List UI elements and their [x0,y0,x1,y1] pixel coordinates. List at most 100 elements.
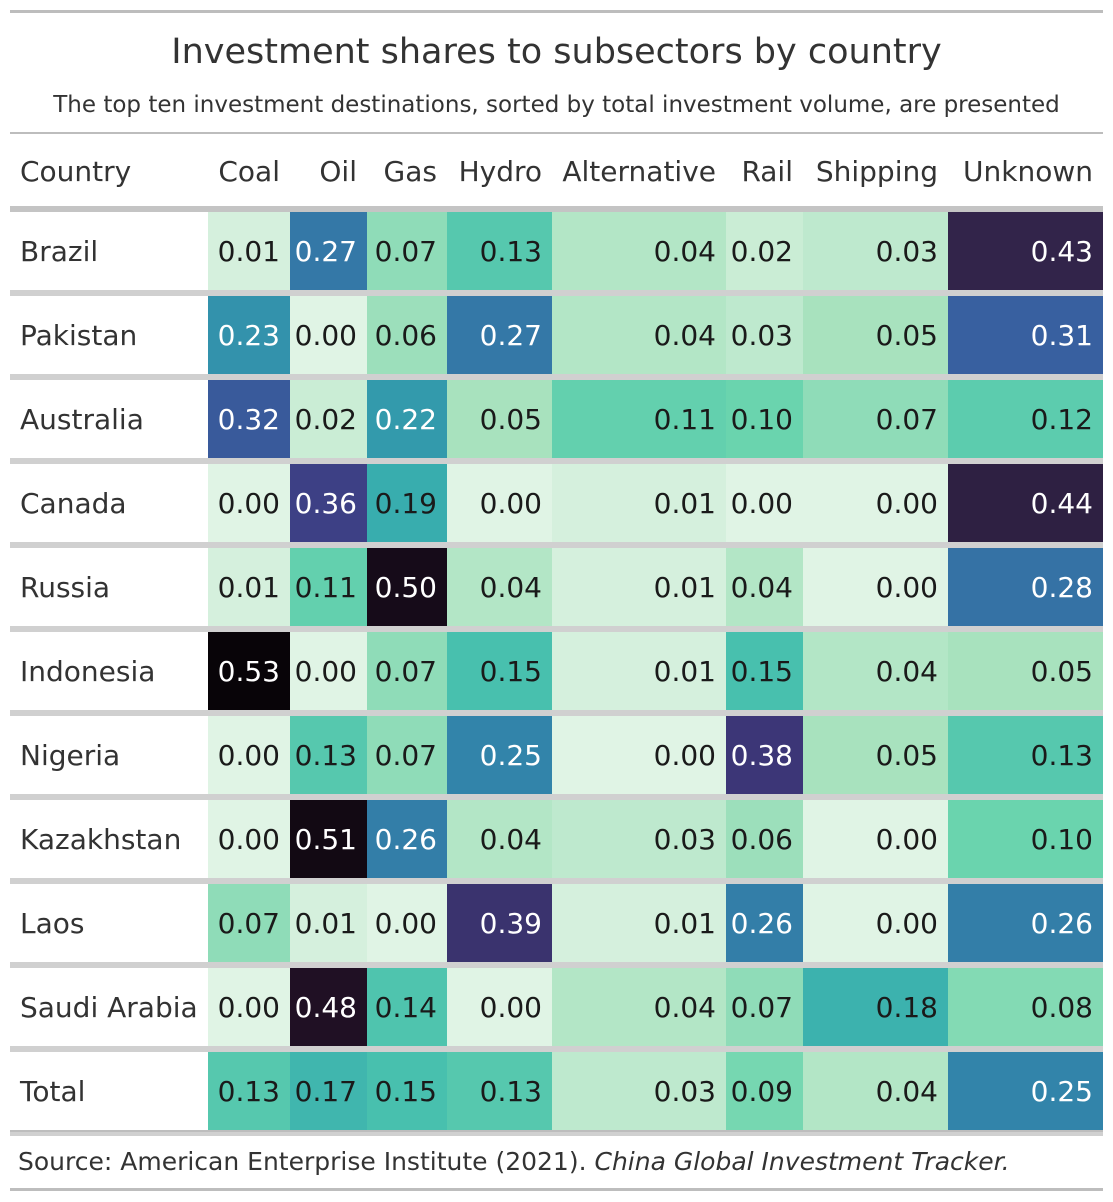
cell-saudi-arabia-hydro: 0.00 [447,968,552,1046]
row-canada: Canada 0.00 0.36 0.19 0.00 0.01 0.00 0.00 0.44 [10,464,1103,542]
cell-total-oil: 0.17 [290,1052,367,1130]
cell-australia-coal: 0.32 [208,380,290,458]
header-gas: Gas [383,154,437,188]
header-rail: Rail [741,154,793,188]
row-separator [10,1046,1103,1052]
cell-brazil-hydro: 0.13 [447,212,552,290]
row-brazil: Brazil 0.01 0.27 0.07 0.13 0.04 0.02 0.03 0.43 [10,212,1103,290]
cell-russia-shipping: 0.00 [803,548,948,626]
heatmap-body: Brazil 0.01 0.27 0.07 0.13 0.04 0.02 0.03 0.43 Pa… [10,206,1103,1136]
cell-indonesia-alternative: 0.01 [552,632,726,710]
cell-brazil-unknown: 0.43 [948,212,1103,290]
row-separator [10,878,1103,884]
cell-laos-coal: 0.07 [208,884,290,962]
row-separator [10,626,1103,632]
cell-russia-coal: 0.01 [208,548,290,626]
row-saudi-arabia: Saudi Arabia 0.00 0.48 0.14 0.00 0.04 0.07 0.18… [10,968,1103,1046]
header-alternative: Alternative [562,154,716,188]
cell-canada-hydro: 0.00 [447,464,552,542]
cell-indonesia-shipping: 0.04 [803,632,948,710]
cell-nigeria-gas: 0.07 [367,716,447,794]
cell-total-shipping: 0.04 [803,1052,948,1130]
cell-kazakhstan-unknown: 0.10 [948,800,1103,878]
row-separator-cell [10,794,1103,800]
cell-nigeria-unknown: 0.13 [948,716,1103,794]
cell-russia-gas: 0.50 [367,548,447,626]
country-label: Saudi Arabia [10,968,208,1046]
row-separator-cell [10,878,1103,884]
cell-brazil-rail: 0.02 [726,212,803,290]
row-separator [10,542,1103,548]
cell-kazakhstan-hydro: 0.04 [447,800,552,878]
cell-brazil-shipping: 0.03 [803,212,948,290]
cell-brazil-oil: 0.27 [290,212,367,290]
cell-saudi-arabia-oil: 0.48 [290,968,367,1046]
country-label: Brazil [10,212,208,290]
cell-russia-unknown: 0.28 [948,548,1103,626]
cell-laos-shipping: 0.00 [803,884,948,962]
cell-kazakhstan-shipping: 0.00 [803,800,948,878]
row-separator-cell [10,290,1103,296]
cell-kazakhstan-gas: 0.26 [367,800,447,878]
row-australia: Australia 0.32 0.02 0.22 0.05 0.11 0.10 0.07 0.1… [10,380,1103,458]
source-italic: China Global Investment Tracker. [594,1147,1010,1176]
row-russia: Russia 0.01 0.11 0.50 0.04 0.01 0.04 0.00 0.28 [10,548,1103,626]
row-indonesia: Indonesia 0.53 0.00 0.07 0.15 0.01 0.15 0.04 0.0… [10,632,1103,710]
cell-total-rail: 0.09 [726,1052,803,1130]
cell-canada-coal: 0.00 [208,464,290,542]
cell-nigeria-oil: 0.13 [290,716,367,794]
country-label: Australia [10,380,208,458]
row-separator-cell [10,1046,1103,1052]
cell-pakistan-coal: 0.23 [208,296,290,374]
row-separator-cell [10,626,1103,632]
row-separator [10,374,1103,380]
cell-saudi-arabia-alternative: 0.04 [552,968,726,1046]
cell-nigeria-rail: 0.38 [726,716,803,794]
top-rule [10,10,1103,13]
cell-nigeria-alternative: 0.00 [552,716,726,794]
row-nigeria: Nigeria 0.00 0.13 0.07 0.25 0.00 0.38 0.05 0.13 [10,716,1103,794]
row-separator-cell [10,1130,1103,1136]
row-separator [10,1130,1103,1136]
cell-pakistan-shipping: 0.05 [803,296,948,374]
cell-pakistan-hydro: 0.27 [447,296,552,374]
row-kazakhstan: Kazakhstan 0.00 0.51 0.26 0.04 0.03 0.06 0.00 0.… [10,800,1103,878]
row-separator [10,290,1103,296]
cell-nigeria-hydro: 0.25 [447,716,552,794]
cell-australia-gas: 0.22 [367,380,447,458]
cell-russia-alternative: 0.01 [552,548,726,626]
cell-pakistan-gas: 0.06 [367,296,447,374]
cell-saudi-arabia-unknown: 0.08 [948,968,1103,1046]
row-separator-cell [10,206,1103,212]
cell-australia-oil: 0.02 [290,380,367,458]
cell-brazil-gas: 0.07 [367,212,447,290]
cell-laos-alternative: 0.01 [552,884,726,962]
cell-canada-gas: 0.19 [367,464,447,542]
cell-total-coal: 0.13 [208,1052,290,1130]
cell-saudi-arabia-rail: 0.07 [726,968,803,1046]
header-rule [10,132,1103,134]
cell-indonesia-hydro: 0.15 [447,632,552,710]
row-pakistan: Pakistan 0.23 0.00 0.06 0.27 0.04 0.03 0.05 0.31 [10,296,1103,374]
cell-russia-rail: 0.04 [726,548,803,626]
cell-canada-unknown: 0.44 [948,464,1103,542]
cell-indonesia-gas: 0.07 [367,632,447,710]
cell-kazakhstan-coal: 0.00 [208,800,290,878]
source-note: Source: American Enterprise Institute (2… [18,1144,1010,1180]
cell-pakistan-oil: 0.00 [290,296,367,374]
country-label: Pakistan [10,296,208,374]
row-separator-cell [10,710,1103,716]
cell-indonesia-coal: 0.53 [208,632,290,710]
cell-pakistan-rail: 0.03 [726,296,803,374]
row-separator [10,962,1103,968]
cell-laos-oil: 0.01 [290,884,367,962]
row-total: Total 0.13 0.17 0.15 0.13 0.03 0.09 0.04 0.25 [10,1052,1103,1130]
chart-subtitle: The top ten investment destinations, sor… [53,92,1060,118]
cell-indonesia-unknown: 0.05 [948,632,1103,710]
country-label: Total [10,1052,208,1130]
cell-canada-oil: 0.36 [290,464,367,542]
cell-saudi-arabia-shipping: 0.18 [803,968,948,1046]
country-label: Laos [10,884,208,962]
cell-laos-gas: 0.00 [367,884,447,962]
cell-nigeria-coal: 0.00 [208,716,290,794]
